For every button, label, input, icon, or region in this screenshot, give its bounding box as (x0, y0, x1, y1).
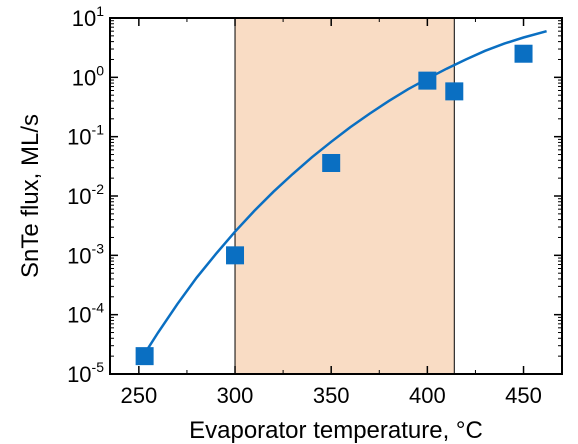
y-tick-label: 10-4 (67, 300, 104, 328)
y-tick-label: 10-2 (67, 181, 104, 209)
y-tick-label: 10-1 (67, 122, 104, 150)
fit-curve-layer (143, 29, 547, 355)
data-point-marker (418, 71, 437, 90)
x-tick-label: 250 (120, 383, 157, 408)
x-tick-label: 300 (217, 383, 254, 408)
shaded-region (234, 17, 455, 375)
y-axis-ticks: 10-5 10-4 10-3 10-2 10-1 100 101 (67, 3, 562, 387)
data-point-marker (322, 153, 341, 172)
data-point-marker (445, 82, 464, 101)
y-tick-label: 101 (72, 3, 104, 31)
y-tick-label: 10-3 (67, 240, 104, 268)
x-tick-label: 450 (505, 383, 542, 408)
data-markers-layer (135, 44, 533, 366)
y-tick-label: 100 (72, 62, 104, 90)
fit-curve (143, 29, 547, 355)
y-tick-label: 10-5 (67, 359, 104, 387)
shaded-region-layer (234, 17, 455, 375)
x-tick-label: 350 (313, 383, 350, 408)
x-axis-title: Evaporator temperature, °C (189, 417, 483, 444)
x-axis-ticks: 250 300 350 400 450 (120, 18, 542, 408)
data-point-marker (514, 44, 533, 63)
data-point-marker (226, 246, 245, 265)
data-point-marker (135, 347, 154, 366)
x-tick-label: 400 (409, 383, 446, 408)
y-axis-title: SnTe flux, ML/s (17, 114, 44, 278)
